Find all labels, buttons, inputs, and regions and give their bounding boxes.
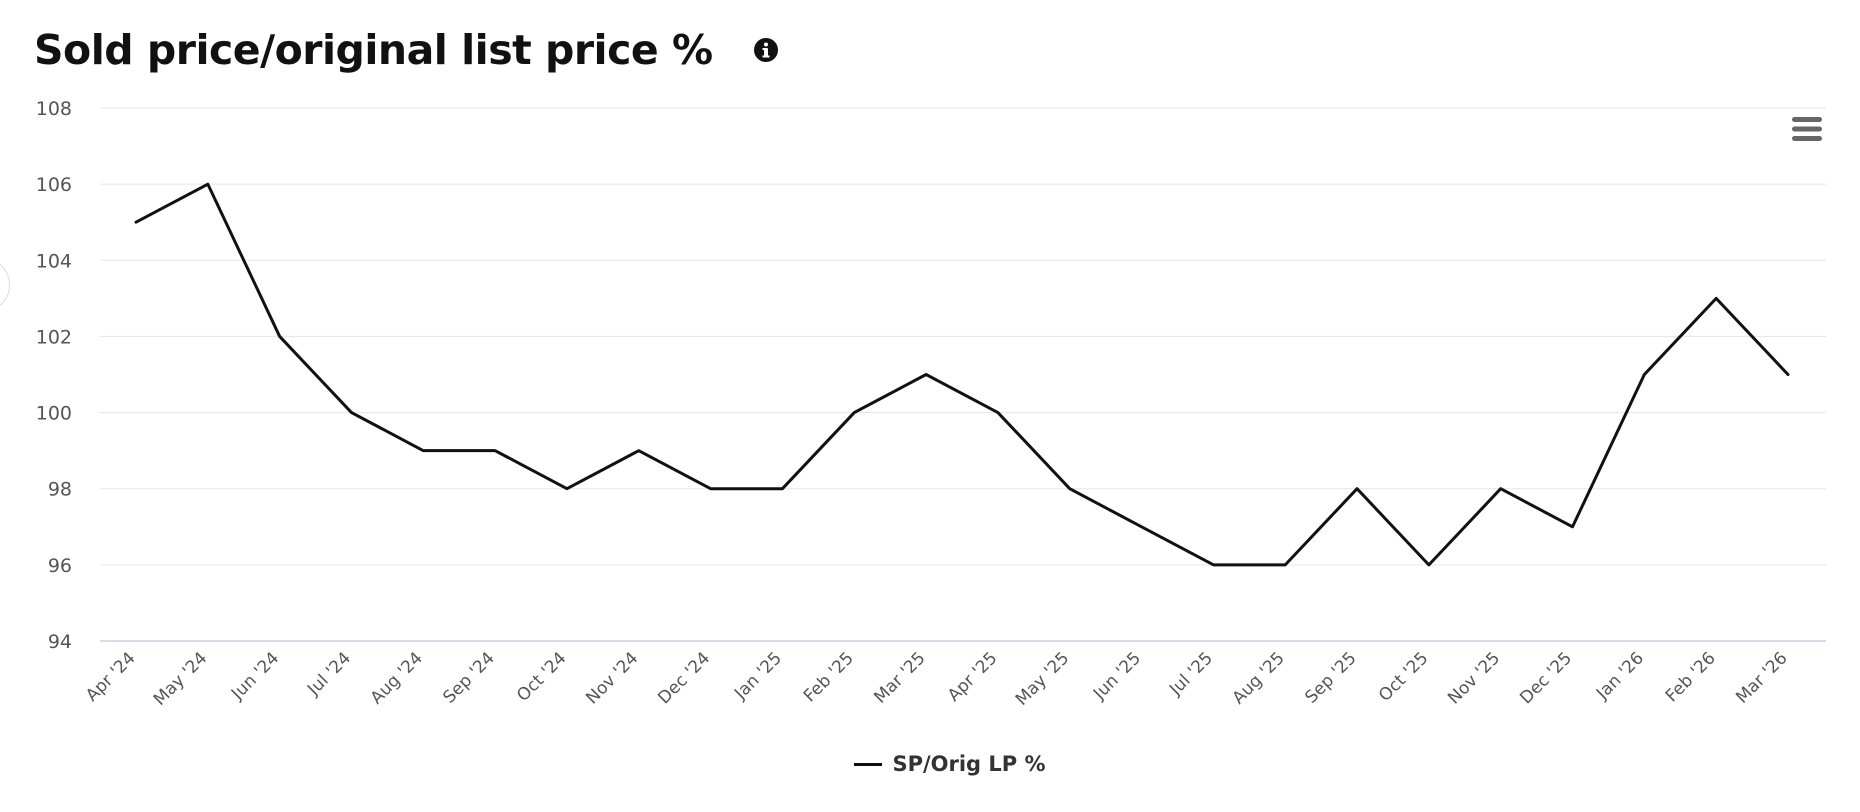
hamburger-menu-icon[interactable] [1790,114,1824,144]
data-point[interactable] [489,445,501,457]
y-axis-ticks: 94 96 98 100 102 104 106 108 [36,98,72,653]
x-tick-label: Nov '25 [1444,648,1504,708]
x-tick-label: Mar '25 [870,648,929,707]
data-point[interactable] [417,445,429,457]
data-point[interactable] [1351,483,1363,495]
data-point[interactable] [920,369,932,381]
data-point[interactable] [202,178,214,190]
data-point[interactable] [274,330,286,342]
data-point[interactable] [1136,521,1148,533]
line-chart: 94 96 98 100 102 104 106 108 Apr '24 May '24 Jun … [36,98,1826,710]
x-tick-label: Mar '26 [1732,648,1791,707]
x-tick-label: Feb '26 [1662,648,1720,706]
grid-lines [100,107,1826,642]
y-tick-label: 102 [36,326,72,348]
data-point[interactable] [992,407,1004,419]
chart-header: Sold price/original list price % [34,18,779,82]
info-circle-icon[interactable] [753,37,779,63]
data-point[interactable] [1064,483,1076,495]
data-point[interactable] [1567,521,1579,533]
legend-label: SP/Orig LP % [892,752,1046,776]
x-tick-label: Aug '24 [367,648,427,708]
x-axis-ticks: Apr '24 May '24 Jun '24 Jul '24 Aug '24 Sep '… [82,648,1791,709]
x-tick-label: Dec '24 [654,648,714,708]
x-tick-label: Feb '25 [800,648,858,706]
data-point[interactable] [561,483,573,495]
data-point[interactable] [1782,369,1794,381]
data-point[interactable] [345,407,357,419]
data-point[interactable] [1495,483,1507,495]
y-tick-label: 98 [48,479,72,501]
series-line[interactable] [134,182,1790,567]
series-layer [130,178,1794,571]
x-tick-label: Sep '25 [1301,648,1360,707]
data-point[interactable] [705,483,717,495]
x-tick-label: Jul '24 [303,648,355,700]
data-point[interactable] [1207,559,1219,571]
x-tick-label: Aug '25 [1229,648,1289,708]
data-point[interactable] [1710,292,1722,304]
y-tick-label: 106 [36,174,72,196]
data-point[interactable] [848,407,860,419]
data-point[interactable] [1638,369,1650,381]
x-tick-label: Apr '25 [944,648,1001,705]
x-tick-label: May '24 [150,648,211,709]
x-tick-label: Apr '24 [82,648,139,705]
x-tick-label: Jun '24 [227,648,283,704]
legend-swatch [854,762,883,766]
x-tick-label: Jan '25 [730,648,786,704]
chart-title: Sold price/original list price % [34,26,713,74]
y-tick-label: 104 [36,250,72,272]
x-tick-label: Sep '24 [439,648,498,707]
x-tick-label: Jun '25 [1089,648,1145,704]
x-tick-label: Oct '24 [513,648,570,705]
y-tick-label: 96 [48,555,72,577]
y-tick-label: 100 [36,403,72,425]
x-tick-label: May '25 [1012,648,1073,709]
legend-item-sp-orig-lp[interactable]: SP/Orig LP % [0,752,1860,776]
data-point[interactable] [130,216,142,228]
data-point[interactable] [1279,559,1291,571]
x-tick-label: Nov '24 [582,648,642,708]
y-tick-label: 108 [36,98,72,120]
x-tick-label: Dec '25 [1516,648,1576,708]
data-point[interactable] [776,483,788,495]
y-tick-label: 94 [48,631,72,653]
x-tick-label: Oct '25 [1375,648,1432,705]
x-tick-label: Jul '25 [1165,648,1217,700]
data-point[interactable] [1423,559,1435,571]
data-point[interactable] [633,445,645,457]
x-tick-label: Jan '26 [1592,648,1648,704]
